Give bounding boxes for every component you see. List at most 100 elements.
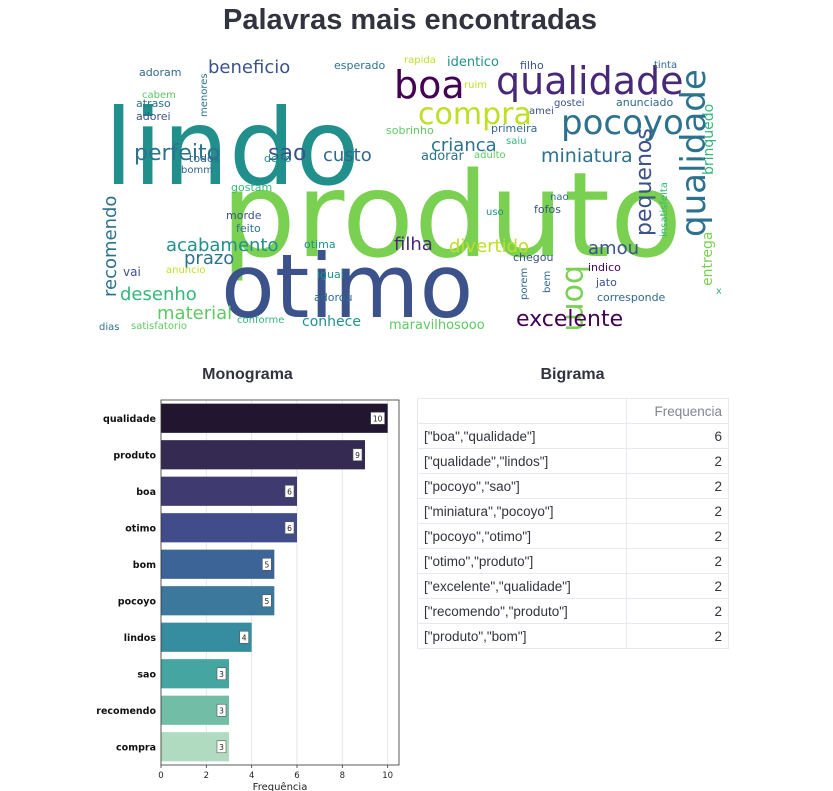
wordcloud-word: ruim	[464, 80, 487, 91]
wordcloud-word: primeira	[491, 122, 537, 135]
bar	[161, 403, 388, 433]
wordcloud-word: desenho	[120, 284, 197, 305]
wordcloud-word: conforme	[237, 315, 284, 326]
wordcloud-word: anuncio	[166, 265, 206, 276]
wordcloud-word: excelente	[516, 307, 623, 332]
wordcloud-word: filha	[394, 234, 433, 255]
wordcloud-word: prazo	[184, 248, 234, 269]
wordcloud-word: qualidade	[674, 69, 714, 237]
table-row: ["produto","bom"] 2	[417, 623, 729, 649]
frequency-cell: 2	[626, 498, 729, 524]
wordcloud-word: saiu	[506, 136, 526, 147]
wordcloud-word: brinquedo	[701, 104, 717, 175]
data-label-box	[284, 484, 295, 498]
wordcloud-word: esperado	[334, 59, 385, 72]
x-tick-label: 2	[204, 771, 209, 781]
table-row: ["qualidade","lindos"] 2	[417, 448, 729, 474]
data-label: 9	[355, 451, 360, 460]
wordcloud-word: otima	[304, 238, 336, 251]
table-row: ["miniatura","pocoyo"] 2	[417, 498, 729, 524]
wordcloud-word: pequenos	[632, 128, 657, 236]
bar	[161, 440, 365, 470]
frequency-cell: 2	[626, 598, 729, 624]
x-tick-label: 10	[382, 771, 393, 781]
wordcloud-word: divertido	[449, 236, 529, 257]
table-row: ["pocoyo","otimo"] 2	[417, 523, 729, 549]
frequency-cell: 2	[626, 573, 729, 599]
data-label: 3	[219, 743, 224, 752]
y-tick-label: otimo	[125, 523, 156, 534]
x-tick-label: 0	[158, 771, 163, 781]
data-label-box	[370, 411, 385, 425]
wordcloud-word: compra	[418, 97, 532, 132]
table-row: ["otimo","produto"] 2	[417, 548, 729, 574]
wordcloud-word: sobrinho	[386, 124, 434, 137]
frequency-cell: 2	[626, 623, 729, 649]
wordcloud-word: filho	[520, 59, 544, 72]
bigram-cell: ["otimo","produto"]	[417, 548, 627, 574]
bigram-cell: ["qualidade","lindos"]	[417, 448, 627, 474]
wordcloud-word: amou	[588, 238, 639, 259]
wordcloud-word: acabamento	[166, 235, 279, 256]
bigram-cell: ["excelente","qualidade"]	[417, 573, 627, 599]
data-label: 5	[264, 597, 269, 606]
wordcloud-word: igual	[317, 268, 344, 281]
frequency-cell: 2	[626, 548, 729, 574]
data-label-box	[284, 521, 295, 535]
data-label: 4	[242, 633, 247, 642]
wordcloud-word: boa	[394, 63, 465, 107]
data-label-box	[262, 594, 272, 608]
wordcloud-word: perfeito	[134, 141, 220, 166]
bar	[161, 549, 275, 579]
wordcloud-word: morde	[226, 209, 262, 222]
wordcloud-word: dedo	[264, 152, 292, 165]
bigram-cell: ["recomendo","produto"]	[417, 598, 627, 624]
data-label-box	[262, 557, 272, 571]
wordcloud-word: gostei	[554, 98, 585, 109]
wordcloud-word: custo	[323, 145, 372, 166]
y-tick-label: compra	[116, 742, 156, 753]
table-index-header	[417, 398, 627, 424]
wordcloud-word: entrega	[700, 231, 716, 286]
wordcloud-word: qualidade	[496, 59, 684, 103]
wordcloud-word: jato	[595, 276, 617, 289]
wordcloud-word: adorei	[136, 110, 171, 123]
wordcloud-word: x	[716, 286, 721, 297]
wordcloud-word: feito	[236, 222, 261, 235]
bar	[161, 586, 275, 616]
axes-frame	[160, 399, 400, 766]
data-label: 10	[373, 414, 383, 423]
wordcloud-word: sao	[268, 141, 306, 166]
bigram-cell: ["pocoyo","otimo"]	[417, 523, 627, 549]
wordcloud-word: tinta	[654, 60, 677, 71]
x-tick-label: 4	[249, 771, 254, 781]
wordcloud-word: dias	[99, 322, 119, 333]
y-tick-label: lindos	[124, 633, 157, 644]
data-label: 6	[287, 487, 292, 496]
wordcloud-word: produto	[221, 146, 682, 284]
table-row: ["recomendo","produto"] 2	[417, 598, 729, 624]
y-tick-label: pocoyo	[118, 596, 157, 607]
data-label: 6	[287, 524, 292, 533]
wordcloud-word: atraso	[136, 97, 171, 110]
wordcloud-word: conhece	[302, 314, 361, 330]
bar	[161, 513, 297, 543]
wordcloud-word: corresponde	[597, 291, 666, 304]
wordcloud-word: cabem	[142, 90, 176, 101]
monograma-title: Monograma	[202, 366, 293, 383]
y-tick-label: qualidade	[103, 414, 156, 425]
wordcloud-word: anunciado	[616, 96, 673, 109]
wordcloud-word: rapida	[404, 55, 436, 66]
wordcloud-word: indico	[588, 261, 621, 274]
frequency-cell: 6	[626, 423, 729, 449]
wordcloud-word: vai	[123, 265, 141, 279]
data-label-box	[239, 630, 249, 644]
wordcloud-word: amei	[529, 106, 554, 117]
page-title: Palavras mais encontradas	[223, 4, 597, 36]
wordcloud-word: bem	[542, 271, 553, 293]
data-label: 5	[264, 560, 269, 569]
wordcloud-word: uso	[486, 207, 504, 218]
wordcloud-word: fofos	[534, 203, 561, 216]
table-header-row: Frequencia	[417, 398, 729, 424]
x-tick-label: 8	[340, 771, 345, 781]
